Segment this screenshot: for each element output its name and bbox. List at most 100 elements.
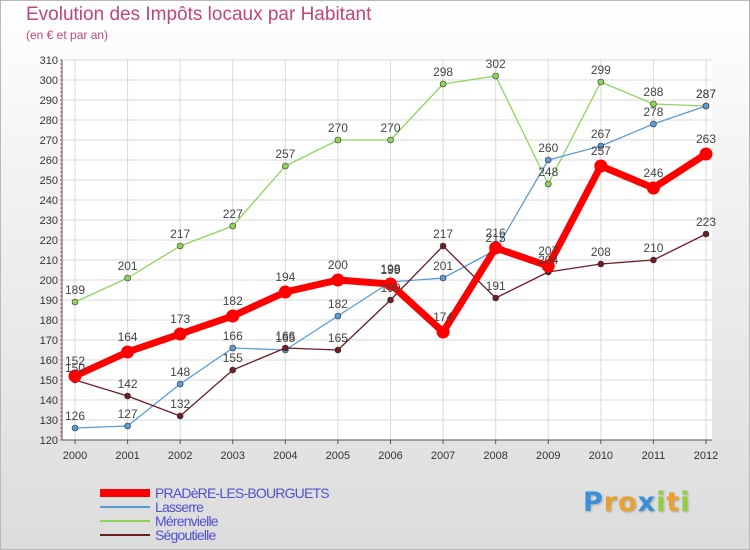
y-tick-label: 120 <box>40 435 58 447</box>
data-label: 126 <box>65 409 85 423</box>
data-point <box>439 242 447 250</box>
x-tick-label: 2002 <box>168 450 192 462</box>
data-point <box>492 72 499 80</box>
data-point <box>229 344 237 352</box>
data-label: 200 <box>328 258 348 272</box>
data-point <box>176 242 184 250</box>
legend-swatch <box>100 489 150 497</box>
x-tick-label: 2009 <box>536 450 560 462</box>
data-point <box>439 80 447 88</box>
data-label: 198 <box>380 262 400 276</box>
data-point <box>278 285 292 299</box>
data-label: 227 <box>223 207 243 221</box>
data-label: 199 <box>380 263 400 277</box>
data-point <box>331 273 345 287</box>
data-point <box>71 298 79 306</box>
y-tick-label: 190 <box>40 295 58 307</box>
data-point <box>121 345 135 359</box>
data-label: 215 <box>486 231 506 245</box>
y-tick-label: 300 <box>40 75 58 87</box>
logo-letter: i <box>656 487 667 518</box>
data-point <box>646 181 660 195</box>
data-label: 165 <box>275 331 295 345</box>
y-tick-label: 140 <box>40 395 58 407</box>
data-label: 288 <box>643 85 663 99</box>
data-point <box>541 259 555 273</box>
data-point <box>597 260 605 268</box>
data-label: 270 <box>328 121 348 135</box>
series-layer <box>68 72 713 432</box>
data-label: 210 <box>643 241 663 255</box>
chart-title: Evolution des Impôts locaux par Habitant <box>26 4 372 25</box>
data-point <box>544 180 552 188</box>
data-point <box>492 294 499 302</box>
x-tick-label: 2011 <box>642 450 666 462</box>
logo-letter: r <box>603 487 619 518</box>
x-tick-label: 2000 <box>63 450 87 462</box>
y-tick-label: 220 <box>40 235 58 247</box>
legend-swatch <box>100 506 150 508</box>
axis-layer: 120 130 140 150 160 170 180 190 200 210 220 230 240 2… <box>40 55 719 462</box>
data-label: 201 <box>433 259 453 273</box>
legend-label: Ségoutielle <box>155 527 216 543</box>
data-label: 207 <box>538 244 558 258</box>
y-tick-label: 270 <box>40 135 58 147</box>
data-label: 189 <box>65 283 85 297</box>
x-tick-label: 2005 <box>326 450 350 462</box>
data-point <box>282 162 289 170</box>
data-point <box>173 327 187 341</box>
data-label: 263 <box>696 132 716 146</box>
data-label: 182 <box>328 297 348 311</box>
data-point <box>650 120 657 128</box>
data-label: 148 <box>170 365 190 379</box>
data-label: 164 <box>118 330 138 344</box>
legend-swatch <box>100 534 150 536</box>
y-tick-label: 280 <box>40 115 58 127</box>
data-point <box>71 424 79 432</box>
plot-area <box>62 60 712 440</box>
data-label: 194 <box>275 270 295 284</box>
data-point <box>334 312 342 320</box>
data-point <box>650 256 657 264</box>
data-label: 260 <box>538 141 558 155</box>
data-label: 257 <box>275 147 295 161</box>
data-label: 174 <box>433 310 453 324</box>
logo-letter: x <box>637 487 657 518</box>
data-label: 173 <box>170 312 190 326</box>
x-tick-label: 2007 <box>431 450 455 462</box>
y-tick-label: 250 <box>40 175 58 187</box>
y-tick-label: 150 <box>40 375 58 387</box>
data-label: 217 <box>433 227 453 241</box>
data-point <box>334 346 342 354</box>
data-label: 166 <box>275 329 295 343</box>
data-point <box>387 136 394 144</box>
data-label: 132 <box>170 397 190 411</box>
logo-letter: i <box>680 487 691 518</box>
data-point <box>489 241 503 255</box>
legend-swatch <box>100 520 150 522</box>
data-label: 257 <box>591 144 611 158</box>
data-point <box>594 159 608 173</box>
data-point <box>282 344 289 352</box>
data-label: 166 <box>223 329 243 343</box>
y-tick-label: 210 <box>40 255 58 267</box>
data-label: 190 <box>380 281 400 295</box>
data-label: 287 <box>696 87 716 101</box>
data-point <box>597 142 605 150</box>
y-tick-label: 290 <box>40 95 58 107</box>
y-tick-label: 200 <box>40 275 58 287</box>
x-tick-label: 2004 <box>273 450 297 462</box>
data-point <box>68 369 82 383</box>
y-tick-label: 170 <box>40 335 58 347</box>
data-point <box>176 412 184 420</box>
data-point <box>699 147 713 161</box>
data-label: 216 <box>486 226 506 240</box>
data-label: 142 <box>118 377 138 391</box>
data-label: 127 <box>118 407 138 421</box>
data-label: 182 <box>223 294 243 308</box>
y-tick-label: 230 <box>40 215 58 227</box>
data-point <box>176 380 184 388</box>
x-tick-label: 2006 <box>378 450 402 462</box>
y-tick-label: 260 <box>40 155 58 167</box>
data-label: 165 <box>328 331 348 345</box>
